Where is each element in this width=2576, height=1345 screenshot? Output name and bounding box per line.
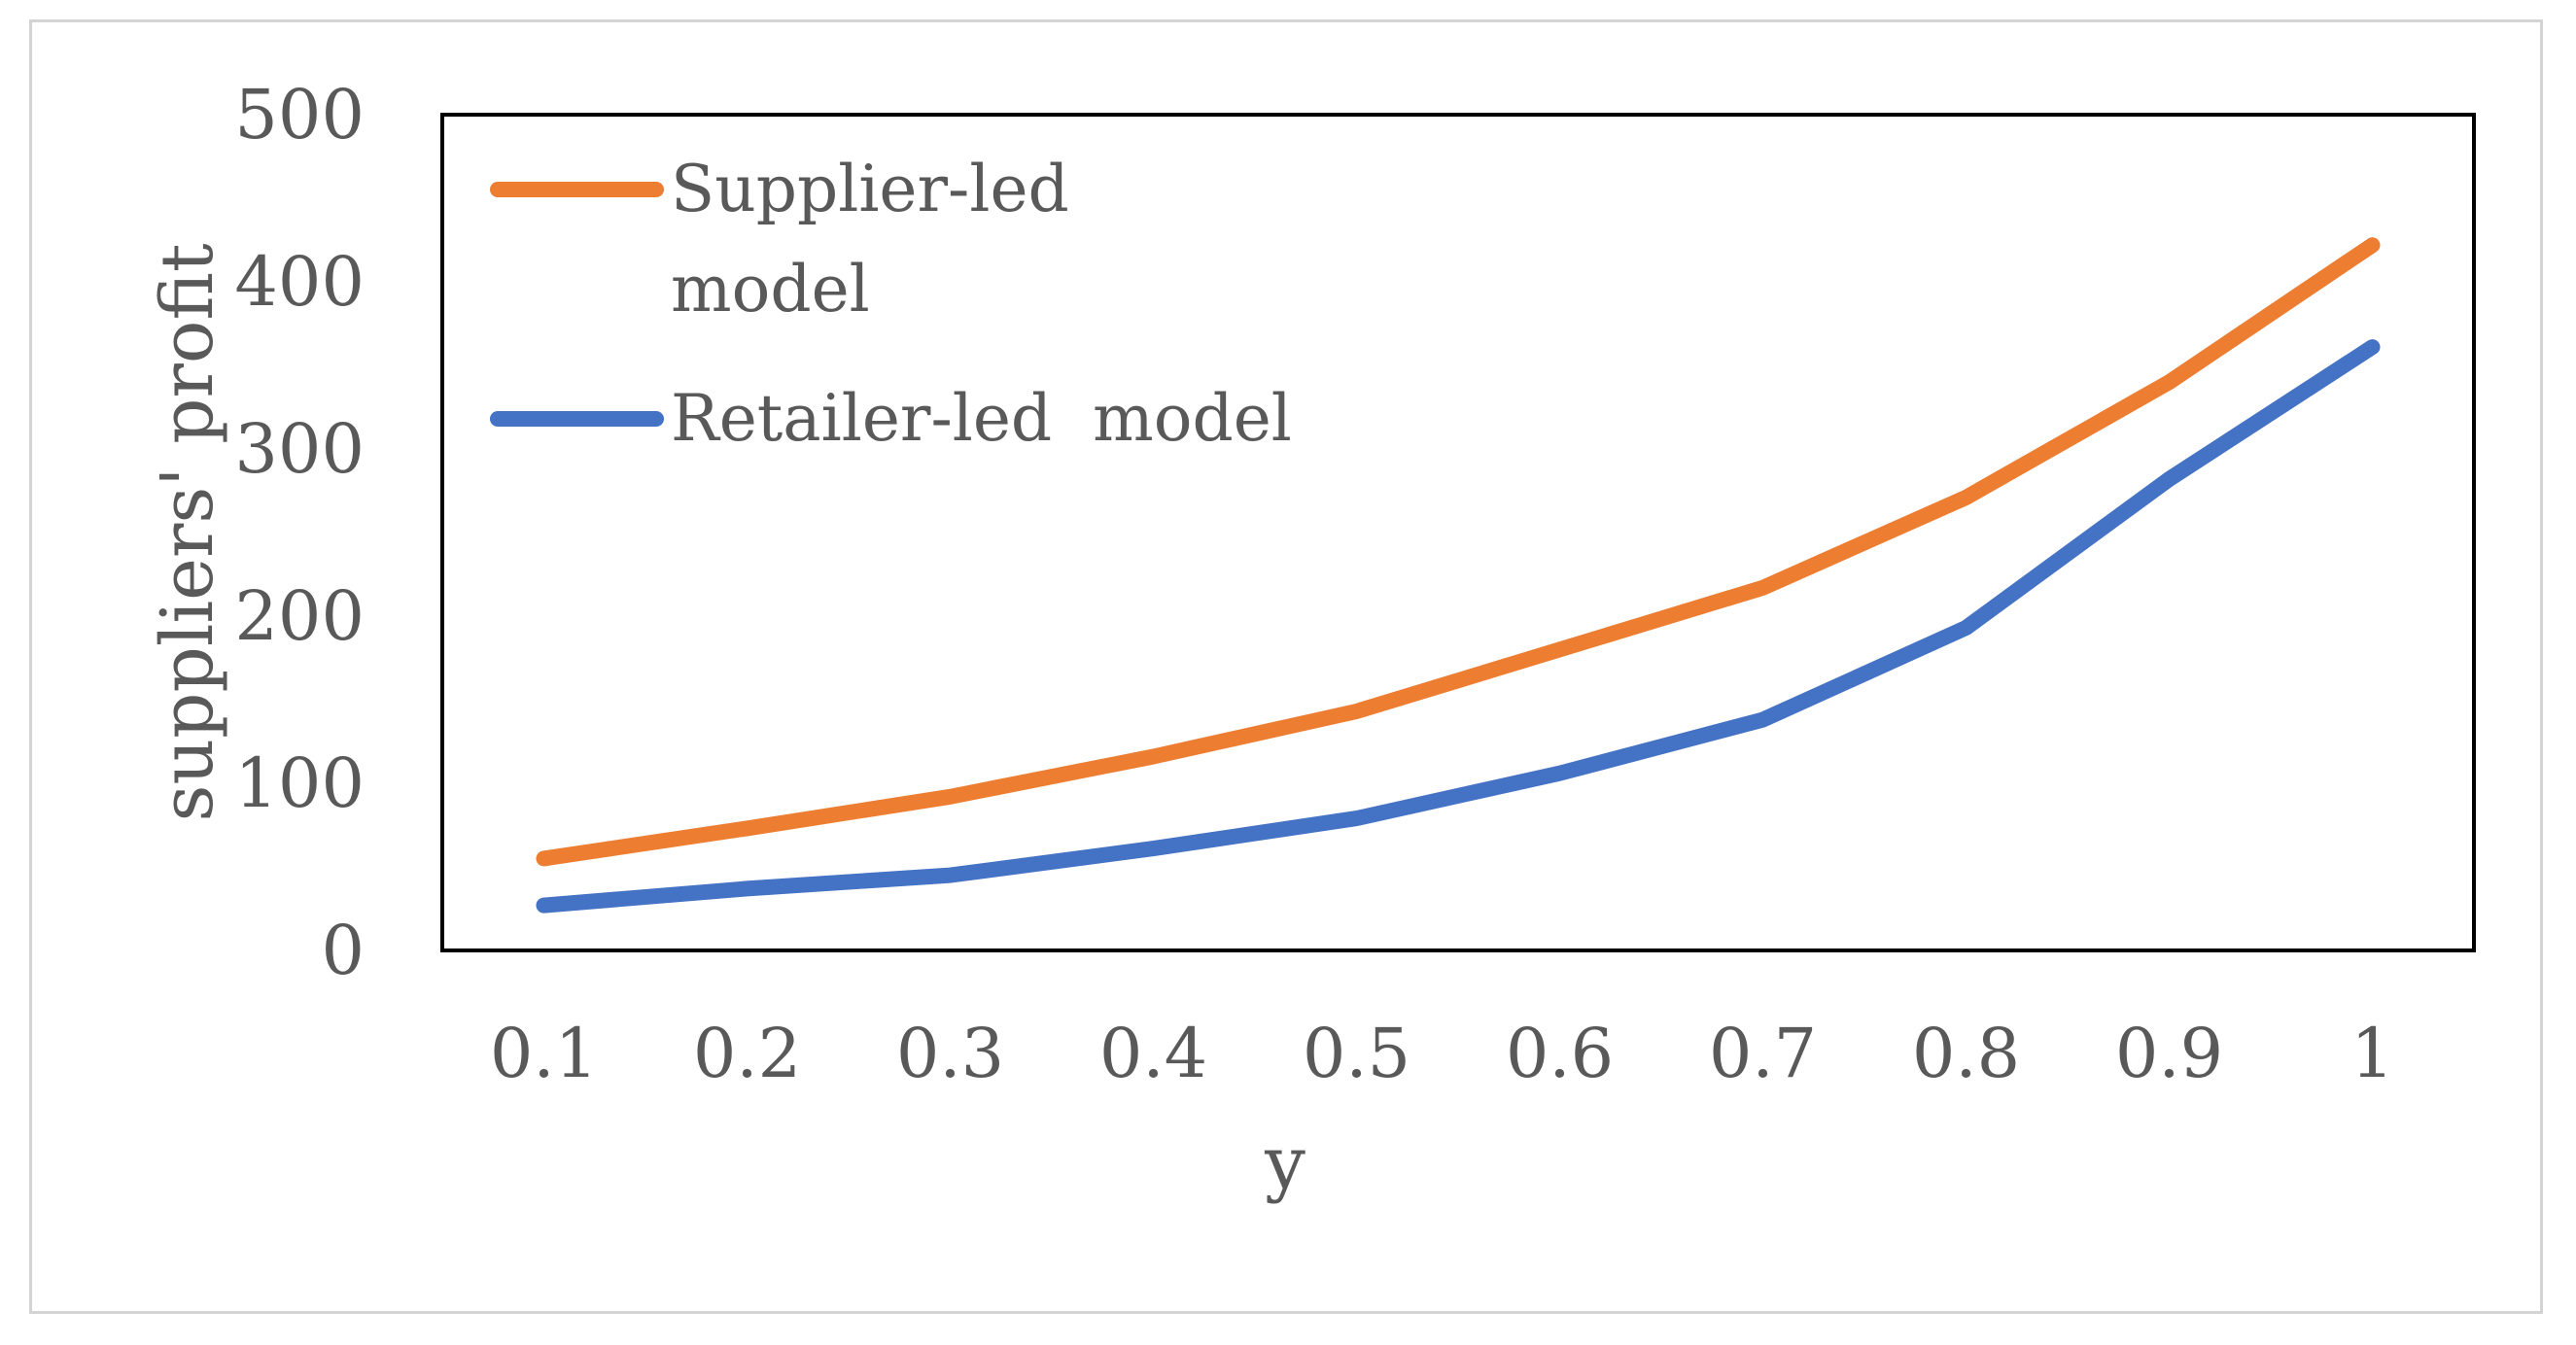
- y-tick-label: 200: [234, 576, 365, 656]
- x-tick-label: 0.7: [1709, 1014, 1817, 1093]
- y-axis-ticks: 0 100 200 300 400 500: [234, 75, 365, 990]
- x-tick-label: 0.5: [1303, 1014, 1410, 1093]
- x-tick-label: 0.9: [2115, 1014, 2223, 1093]
- x-tick-label: 1: [2350, 1014, 2394, 1093]
- y-tick-label: 0: [321, 911, 365, 990]
- x-tick-label: 0.1: [490, 1014, 598, 1093]
- legend: Supplier-led model Retailer-led model: [490, 152, 1292, 456]
- y-tick-label: 300: [234, 409, 365, 489]
- series-line-0: [536, 237, 2381, 867]
- legend-label-1: Retailer-led model: [671, 381, 1292, 456]
- y-tick-label: 400: [234, 242, 365, 322]
- y-axis-title: suppliers' profit: [146, 243, 229, 821]
- plot-area-border: [440, 113, 2476, 952]
- x-tick-label: 0.4: [1099, 1014, 1207, 1093]
- legend-label-0: model: [671, 252, 870, 327]
- x-tick-label: 0.6: [1506, 1014, 1614, 1093]
- y-tick-label: 100: [234, 743, 365, 823]
- series-line-1: [536, 339, 2381, 914]
- x-tick-label: 0.8: [1912, 1014, 2020, 1093]
- legend-label-0: Supplier-led: [671, 152, 1069, 226]
- x-tick-label: 0.2: [693, 1014, 801, 1093]
- series-layer: [536, 237, 2381, 914]
- x-tick-label: 0.3: [896, 1014, 1004, 1093]
- figure-frame: [29, 19, 2543, 1314]
- x-axis-ticks: 0.1 0.2 0.3 0.4 0.5 0.6 0.7 0.8 0.9 1: [490, 1014, 2394, 1093]
- x-axis-title: y: [1264, 1121, 1305, 1205]
- y-tick-label: 500: [234, 75, 365, 155]
